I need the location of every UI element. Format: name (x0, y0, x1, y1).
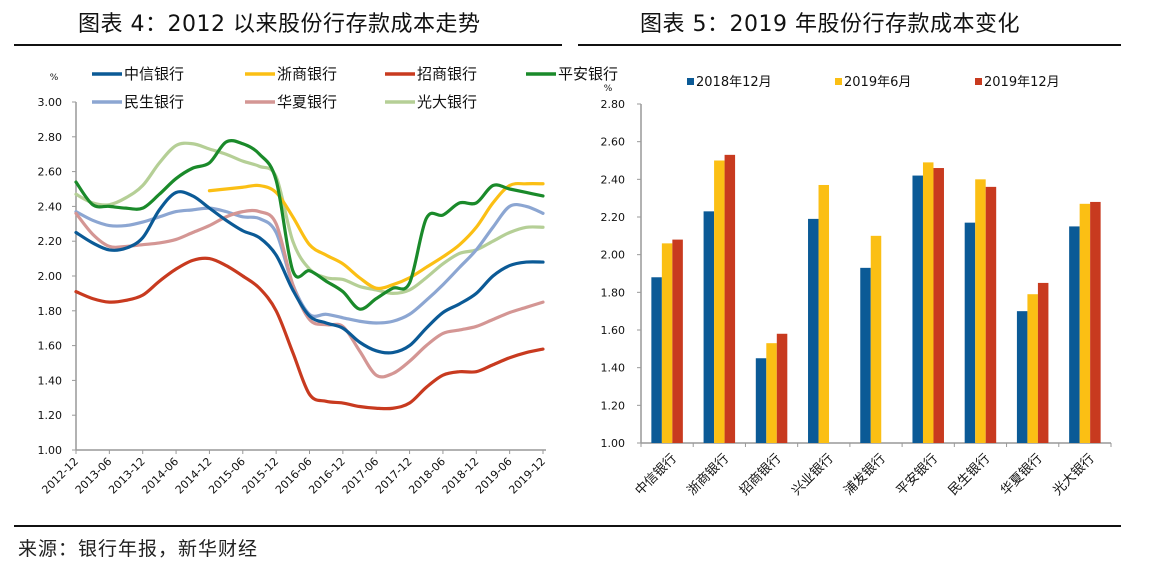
bar (933, 168, 944, 444)
y-tick-label: 1.20 (601, 399, 626, 412)
y-tick-label: 2.60 (601, 136, 626, 149)
legend-label: 2018年12月 (696, 75, 772, 90)
category-label: 华夏银行 (998, 451, 1045, 498)
bar (975, 179, 986, 444)
bar (714, 160, 725, 443)
y-tick-label: 1.40 (601, 362, 626, 375)
bar (818, 184, 830, 443)
bar (808, 218, 819, 443)
x-tick-label: 2019-12 (506, 455, 548, 497)
bar (661, 243, 673, 443)
category-label: 浦发银行 (841, 451, 889, 499)
y-tick-label: 2.60 (38, 166, 63, 179)
y-tick-label: 2.00 (38, 270, 63, 283)
bar-chart: 2.80 2.60 2.40 2.20 2.00 1.80 1.60 1.40 1.20 1.00… (601, 75, 1112, 499)
title-divider-right (578, 44, 1121, 46)
source-divider (14, 525, 1121, 527)
bar (870, 235, 882, 443)
series-line-4 (74, 139, 545, 311)
bar (724, 154, 736, 443)
category-label: 中信银行 (633, 451, 680, 498)
bar (651, 277, 662, 443)
series-line-7 (74, 141, 545, 295)
bar (912, 175, 923, 444)
y-tick-label: 1.80 (38, 305, 63, 318)
category-label: 浙商银行 (685, 451, 732, 498)
y-tick-label: 1.80 (601, 286, 626, 299)
bar (776, 333, 788, 443)
category-label: 民生银行 (946, 451, 993, 498)
y-tick-label: 1.00 (601, 437, 626, 450)
bar (1037, 282, 1049, 443)
y-tick-label: 2.80 (38, 131, 63, 144)
category-label: 兴业银行 (789, 451, 836, 498)
bar (964, 222, 976, 443)
y-tick-label: 1.20 (38, 409, 63, 422)
y-tick-label: 3.00 (38, 96, 63, 109)
legend-label: 2019年6月 (844, 75, 911, 90)
series-line-3 (74, 256, 545, 411)
legend-label: 民生银行 (124, 93, 184, 111)
y-tick-label: 2.40 (601, 173, 626, 186)
bar (860, 267, 871, 443)
series-line-1 (74, 190, 545, 355)
category-label: 光大银行 (1050, 451, 1097, 498)
y-tick-label: 2.00 (601, 249, 626, 262)
y-tick-label: 2.20 (601, 211, 626, 224)
bar (1069, 226, 1080, 443)
bar (985, 186, 997, 443)
bar (1090, 201, 1101, 443)
series-line-5 (74, 202, 545, 325)
legend-label: 中信银行 (124, 65, 184, 83)
legend-label: 光大银行 (417, 93, 477, 111)
legend-label: 2019年12月 (984, 75, 1060, 90)
y-unit-label: % (50, 73, 59, 83)
y-tick-label: 1.60 (38, 340, 63, 353)
bar (1027, 294, 1038, 443)
line-chart-title: 图表 4：2012 以来股份行存款成本走势 (78, 12, 481, 37)
y-tick-label: 2.20 (38, 235, 63, 248)
title-divider-left (14, 44, 562, 46)
bar (672, 239, 683, 443)
y-tick-label: 1.60 (601, 324, 626, 337)
series-line-2 (207, 181, 545, 291)
legend-label: 华夏银行 (277, 93, 337, 111)
category-label: 招商银行 (737, 451, 784, 498)
y-tick-label: 1.40 (38, 374, 63, 387)
bar (755, 358, 767, 443)
bar-chart-title: 图表 5：2019 年股份行存款成本变化 (640, 12, 1020, 37)
legend-swatch (835, 78, 842, 85)
legend-label: 平安银行 (558, 65, 618, 83)
y-unit-label: % (604, 84, 613, 94)
legend-swatch (975, 78, 982, 85)
bar (1016, 311, 1028, 443)
legend-label: 浙商银行 (277, 65, 337, 83)
y-tick-label: 2.80 (601, 98, 626, 111)
bar (1079, 203, 1091, 443)
bar (922, 162, 934, 443)
legend-swatch (687, 78, 694, 85)
category-label: 平安银行 (894, 451, 941, 498)
series-line-6 (74, 208, 545, 379)
bar (703, 211, 715, 443)
y-tick-label: 1.00 (38, 444, 63, 457)
source-note: 来源：银行年报，新华财经 (18, 538, 259, 560)
bar (766, 343, 777, 443)
line-chart: 3.00 2.80 2.60 2.40 2.20 2.00 1.80 1.60 1.40 1.20… (38, 65, 619, 497)
legend-label: 招商银行 (417, 65, 477, 83)
y-tick-label: 2.40 (38, 200, 63, 213)
